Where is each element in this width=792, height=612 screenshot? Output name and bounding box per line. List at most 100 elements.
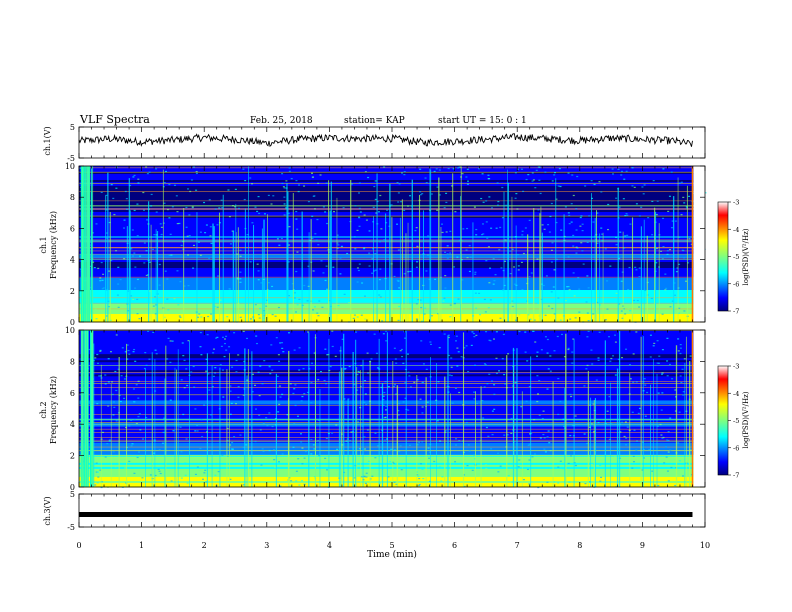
spectrogram-speckle <box>164 270 167 272</box>
spectrogram-speckle <box>367 372 370 374</box>
spectrogram-speckle <box>226 427 229 430</box>
spectrogram-speckle <box>555 221 558 224</box>
spectrogram-speckle <box>277 462 280 464</box>
spectrogram-speckle <box>679 344 682 346</box>
spectrogram-speckle <box>553 269 556 271</box>
spectrogram-row <box>79 426 705 430</box>
y-tick-label: 0 <box>70 483 75 492</box>
spectrogram-speckle <box>116 294 119 296</box>
spectrogram-speckle <box>614 341 617 343</box>
spectrogram-speckle <box>96 482 99 484</box>
spectrogram-speckle <box>219 364 222 366</box>
spectrogram-speckle <box>173 298 176 300</box>
spectrogram-speckle <box>361 453 364 455</box>
spectrogram-speckle <box>401 355 404 358</box>
spectrogram-speckle <box>147 330 150 332</box>
spectrogram-speckle <box>624 313 627 315</box>
spectrogram-speckle <box>134 287 137 289</box>
spectrogram-speckle <box>475 234 478 236</box>
spectrogram-speckle <box>547 368 550 370</box>
spectrogram-speckle <box>316 312 319 314</box>
spectrogram-speckle <box>456 347 459 349</box>
spectrogram-speckle <box>425 182 428 184</box>
spectrogram-speckle <box>298 484 301 486</box>
spectrogram-speckle <box>194 430 197 432</box>
spectrogram-speckle <box>534 187 537 189</box>
spectrogram-speckle <box>229 243 232 245</box>
spectrogram-speckle <box>236 253 239 255</box>
spectrogram-speckle <box>159 472 162 475</box>
spectrogram-speckle <box>258 307 261 310</box>
spectrogram-speckle <box>180 451 183 453</box>
spectrogram-speckle <box>682 394 685 396</box>
spectrogram-speckle <box>546 436 549 438</box>
spectrogram-speckle <box>218 207 221 209</box>
spectrogram-speckle <box>609 360 612 362</box>
spectrogram-speckle <box>510 417 513 420</box>
spectrogram-speckle <box>396 181 399 184</box>
spectrogram-speckle <box>397 249 400 251</box>
spectrogram-speckle <box>141 477 144 479</box>
spectrogram-speckle <box>356 389 359 391</box>
spectrogram-speckle <box>462 228 465 230</box>
spectrogram-speckle <box>627 289 630 291</box>
spectrogram-speckle <box>669 363 672 366</box>
spectrogram-speckle <box>257 270 260 272</box>
spectrogram-speckle <box>254 206 257 208</box>
spectrogram-speckle <box>364 482 367 485</box>
spectrogram-speckle <box>183 285 186 287</box>
spectrogram-speckle <box>380 228 383 230</box>
spectrogram-speckle <box>681 368 684 370</box>
spectrogram-speckle <box>443 207 446 209</box>
spectrogram-speckle <box>117 283 120 285</box>
spectrogram-speckle <box>497 201 500 203</box>
spectrogram-speckle <box>564 300 567 302</box>
spectrogram-speckle <box>490 448 493 450</box>
spectrogram-speckle <box>327 486 330 489</box>
spectrogram-speckle <box>454 387 457 389</box>
spectrogram-speckle <box>521 234 524 236</box>
spectrogram-speckle <box>571 362 574 364</box>
y-tick-label: 6 <box>70 224 75 233</box>
spectrogram-speckle <box>169 361 172 364</box>
spectrogram-speckle <box>278 360 281 362</box>
spectrogram-speckle <box>579 225 582 227</box>
spectrogram-speckle <box>178 222 181 225</box>
spectrogram-speckle <box>615 236 618 239</box>
spectrogram-speckle <box>324 457 327 459</box>
spectrogram-row <box>79 468 705 472</box>
spectrogram-speckle <box>562 425 565 427</box>
spectrogram-speckle <box>89 286 92 289</box>
spectrogram-row <box>79 362 705 365</box>
spectrogram-speckle <box>458 166 461 168</box>
spectrogram-speckle <box>166 358 169 360</box>
spectrogram-speckle <box>133 252 136 254</box>
spectrogram-speckle <box>468 450 471 452</box>
spectrogram-speckle <box>126 344 129 346</box>
spectrogram-speckle <box>632 353 635 355</box>
spectrogram-speckle <box>546 338 549 341</box>
spectrogram-speckle <box>110 184 113 186</box>
spectrogram-speckle <box>356 267 359 269</box>
spectrogram-speckle <box>358 216 361 218</box>
spectrogram-speckle <box>421 382 424 384</box>
spectrogram-speckle <box>681 249 684 251</box>
spectrogram-row <box>79 414 705 418</box>
spectrogram-speckle <box>96 362 99 364</box>
spectrogram-row <box>79 432 705 436</box>
spectrogram-speckle <box>223 355 226 358</box>
spectrogram-speckle <box>254 408 257 410</box>
x-tick-label: 0 <box>76 541 81 550</box>
spectrogram-speckle <box>384 416 387 418</box>
spectrogram-speckle <box>97 267 100 270</box>
spectrogram-speckle <box>586 241 589 244</box>
spectrogram-speckle <box>662 246 665 248</box>
spectrogram-speckle <box>670 171 673 173</box>
spectrogram-speckle <box>288 170 291 172</box>
spectrogram-speckle <box>489 299 492 301</box>
spectrogram-speckle <box>549 449 552 452</box>
spectrogram-speckle <box>145 274 148 277</box>
spectrogram-speckle <box>294 465 297 467</box>
spectrogram-speckle <box>570 221 573 223</box>
spectrogram-speckle <box>465 176 468 178</box>
